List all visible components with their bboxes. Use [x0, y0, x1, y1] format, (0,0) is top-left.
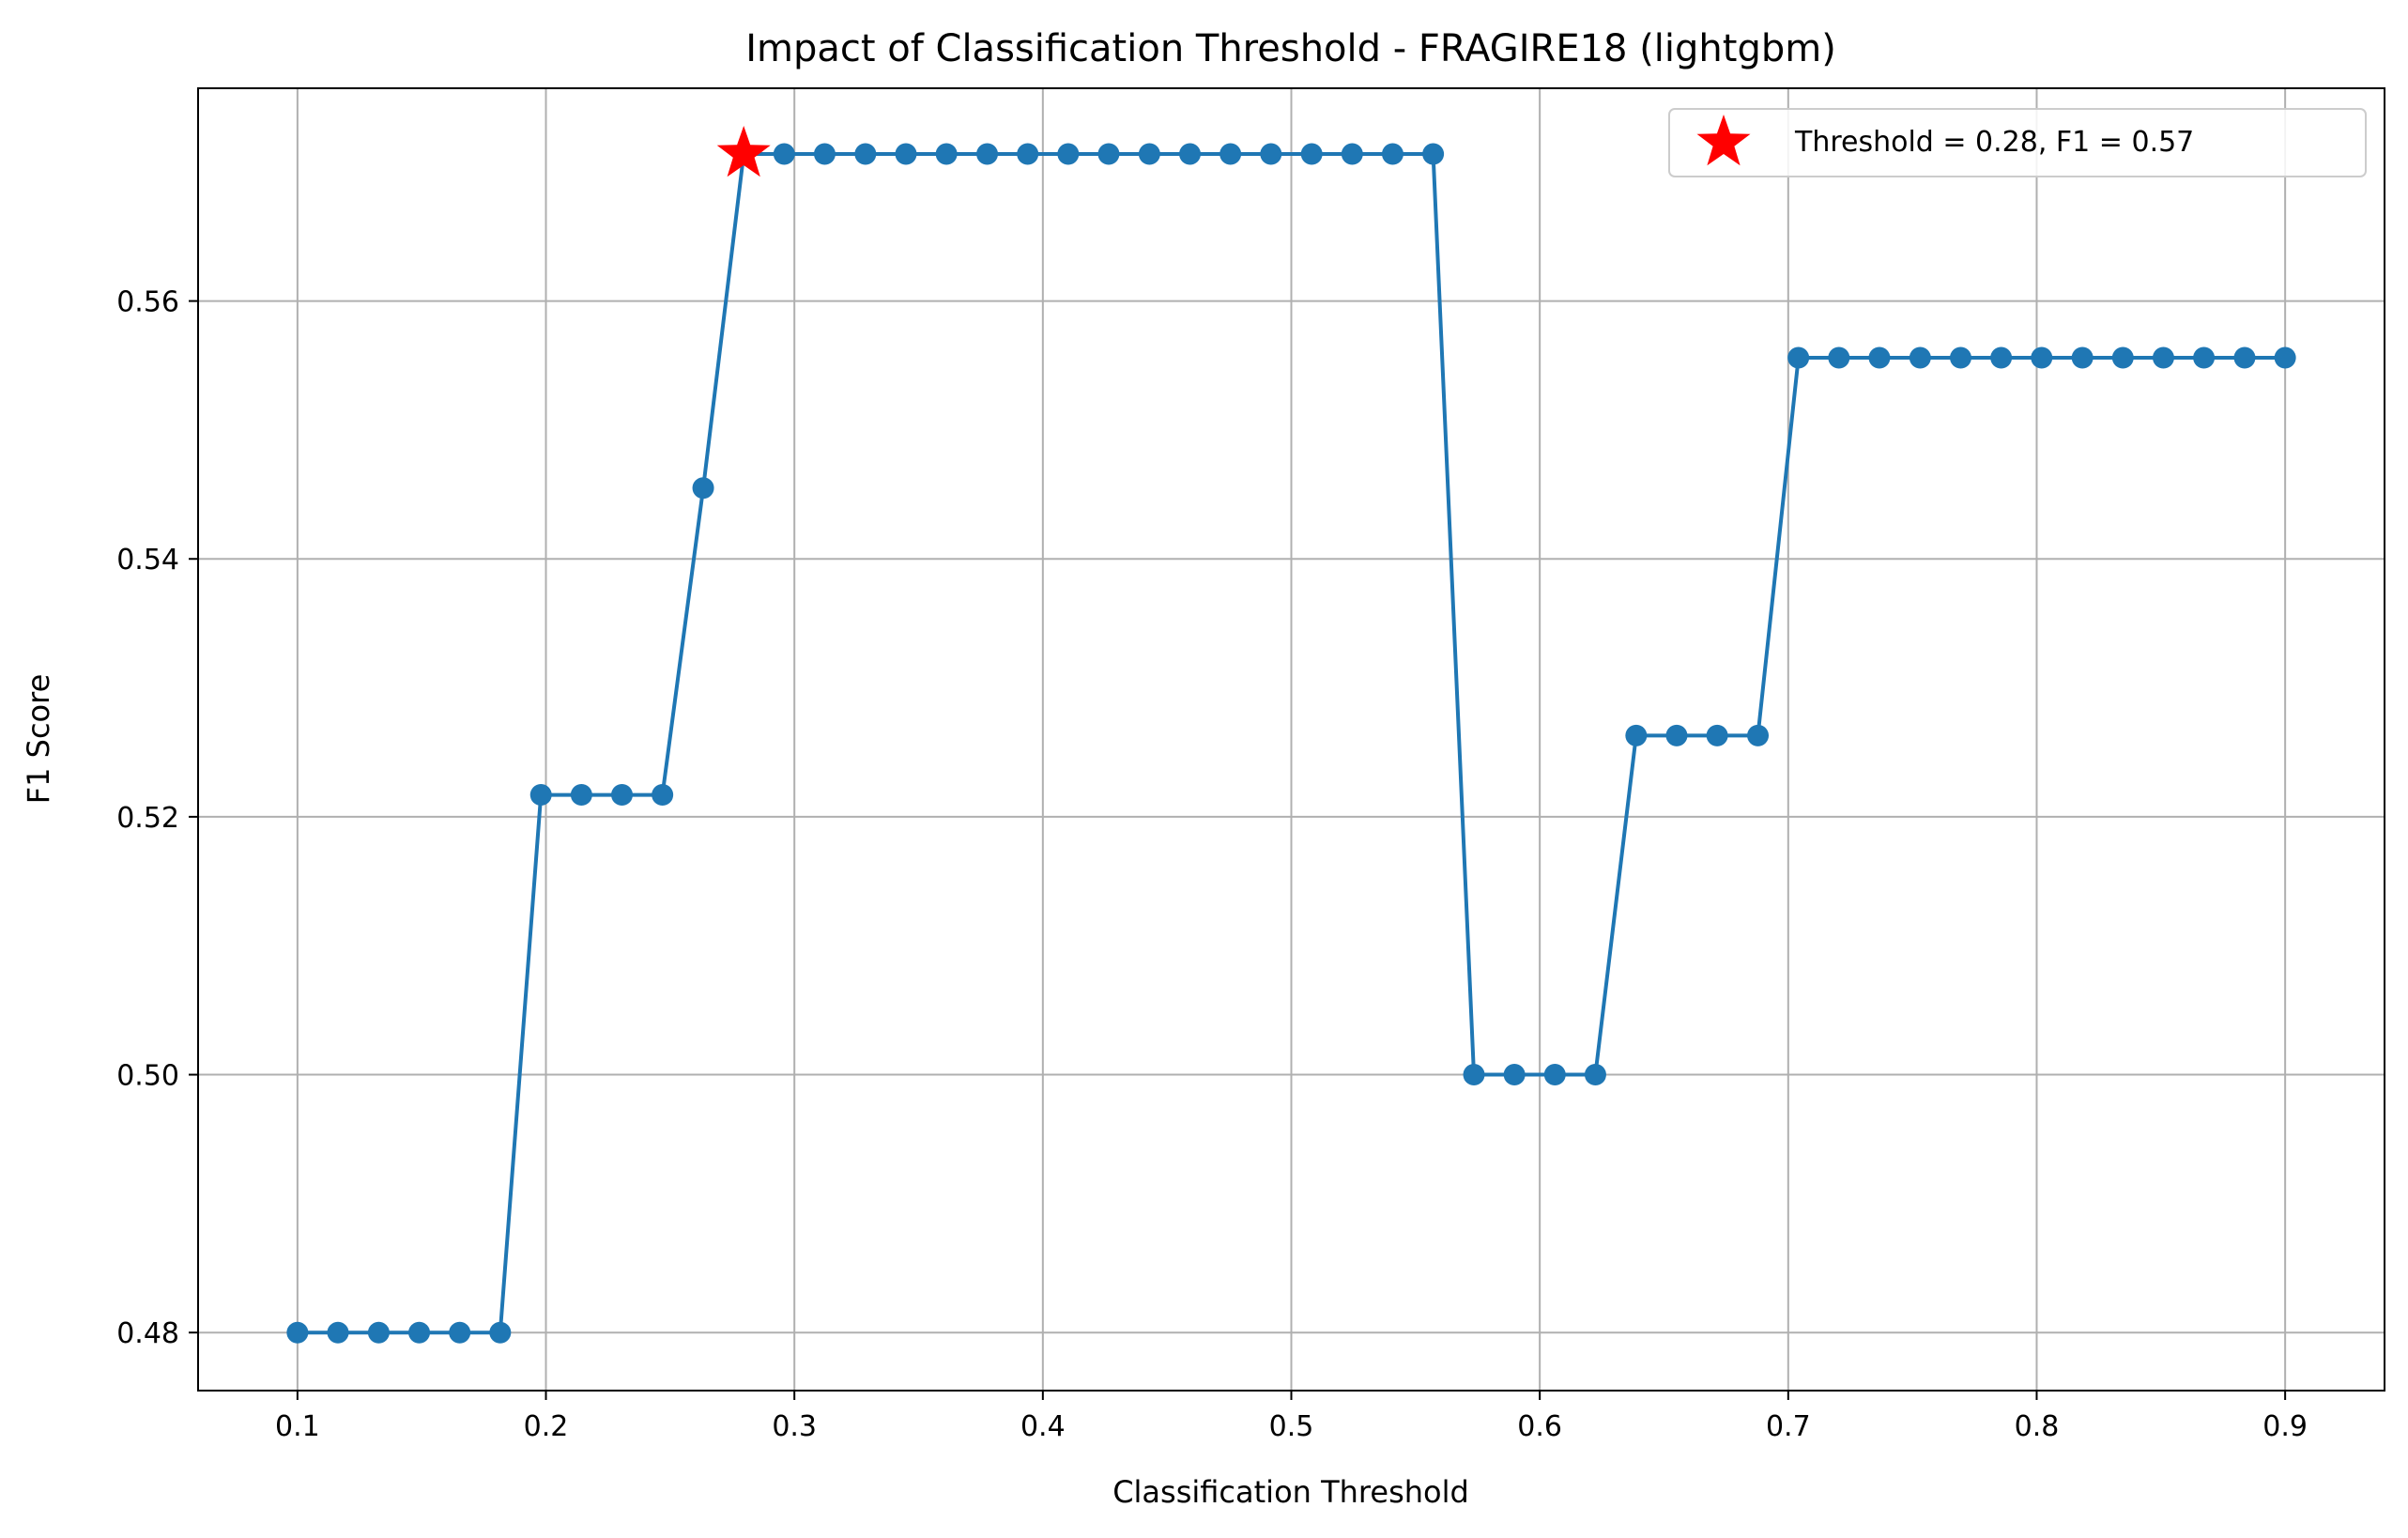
legend: Threshold = 0.28, F1 = 0.57: [1668, 108, 2367, 177]
data-point: [1949, 346, 1971, 369]
x-tick-label: 0.7: [1766, 1410, 1811, 1443]
data-point: [1747, 724, 1770, 746]
data-point: [1219, 143, 1242, 165]
data-point: [895, 143, 917, 165]
data-point: [1868, 346, 1891, 369]
y-tick-label: 0.56: [116, 286, 179, 319]
data-point: [1463, 1064, 1485, 1086]
data-point: [570, 784, 592, 807]
data-point: [1828, 346, 1850, 369]
data-point: [1381, 143, 1403, 165]
data-point: [935, 143, 958, 165]
data-point: [2152, 346, 2174, 369]
x-tick-label: 0.8: [2015, 1410, 2060, 1443]
data-point: [813, 143, 836, 165]
legend-label: Threshold = 0.28, F1 = 0.57: [1794, 126, 2194, 159]
legend-star-icon: [1696, 115, 1751, 166]
x-tick-label: 0.4: [1020, 1410, 1066, 1443]
data-point: [773, 143, 795, 165]
data-point: [1179, 143, 1202, 165]
data-point: [1787, 346, 1810, 369]
y-tick-label: 0.54: [116, 544, 179, 577]
x-tick-label: 0.1: [275, 1410, 320, 1443]
data-point: [1706, 724, 1728, 746]
x-tick-label: 0.9: [2262, 1410, 2308, 1443]
grid-lines: [198, 88, 2385, 1391]
best-threshold-marker: [716, 126, 771, 177]
data-point: [1097, 143, 1120, 165]
data-point: [1990, 346, 2013, 369]
data-point: [2071, 346, 2094, 369]
data-point: [1017, 143, 1039, 165]
x-tick-label: 0.5: [1269, 1410, 1314, 1443]
data-point: [327, 1321, 349, 1344]
data-point: [1909, 346, 1931, 369]
data-point: [976, 143, 999, 165]
data-point: [489, 1321, 512, 1344]
x-tick-label: 0.6: [1517, 1410, 1562, 1443]
data-point: [611, 784, 634, 807]
data-point: [2233, 346, 2256, 369]
legend-box: [1668, 108, 2367, 177]
best-threshold-star: [716, 126, 771, 177]
axis-ticks: 0.1 0.2 0.3 0.4 0.5 0.6 0.7 0.8 0.9 0.48 0.50 0.52 0…: [116, 286, 2308, 1443]
y-tick-label: 0.52: [116, 802, 179, 835]
data-point: [2193, 346, 2216, 369]
data-point: [1260, 143, 1282, 165]
data-point: [1625, 724, 1648, 746]
data-point: [1138, 143, 1160, 165]
data-point: [1665, 724, 1688, 746]
data-series: [286, 143, 2296, 1344]
x-tick-label: 0.2: [524, 1410, 569, 1443]
y-tick-label: 0.50: [116, 1060, 179, 1093]
data-point: [1584, 1064, 1606, 1086]
data-point: [1422, 143, 1445, 165]
data-point: [2274, 346, 2296, 369]
data-point: [1503, 1064, 1526, 1086]
data-point: [1300, 143, 1323, 165]
data-point: [286, 1321, 309, 1344]
x-tick-label: 0.3: [772, 1410, 817, 1443]
data-point: [2031, 346, 2053, 369]
data-point: [854, 143, 877, 165]
y-axis-title: F1 Score: [21, 674, 56, 805]
data-point: [529, 784, 552, 807]
x-axis-title: Classification Threshold: [1112, 1474, 1469, 1510]
data-point: [2111, 346, 2134, 369]
data-point: [408, 1321, 431, 1344]
data-point: [1057, 143, 1080, 165]
data-point: [652, 784, 674, 807]
data-point: [449, 1321, 471, 1344]
y-tick-label: 0.48: [116, 1317, 179, 1350]
legend-star-icon: [1696, 115, 1751, 166]
data-point: [692, 477, 714, 500]
data-point: [367, 1321, 390, 1344]
data-point: [1341, 143, 1363, 165]
chart-title: Impact of Classification Threshold - FRA…: [745, 27, 1836, 70]
data-point: [1543, 1064, 1566, 1086]
